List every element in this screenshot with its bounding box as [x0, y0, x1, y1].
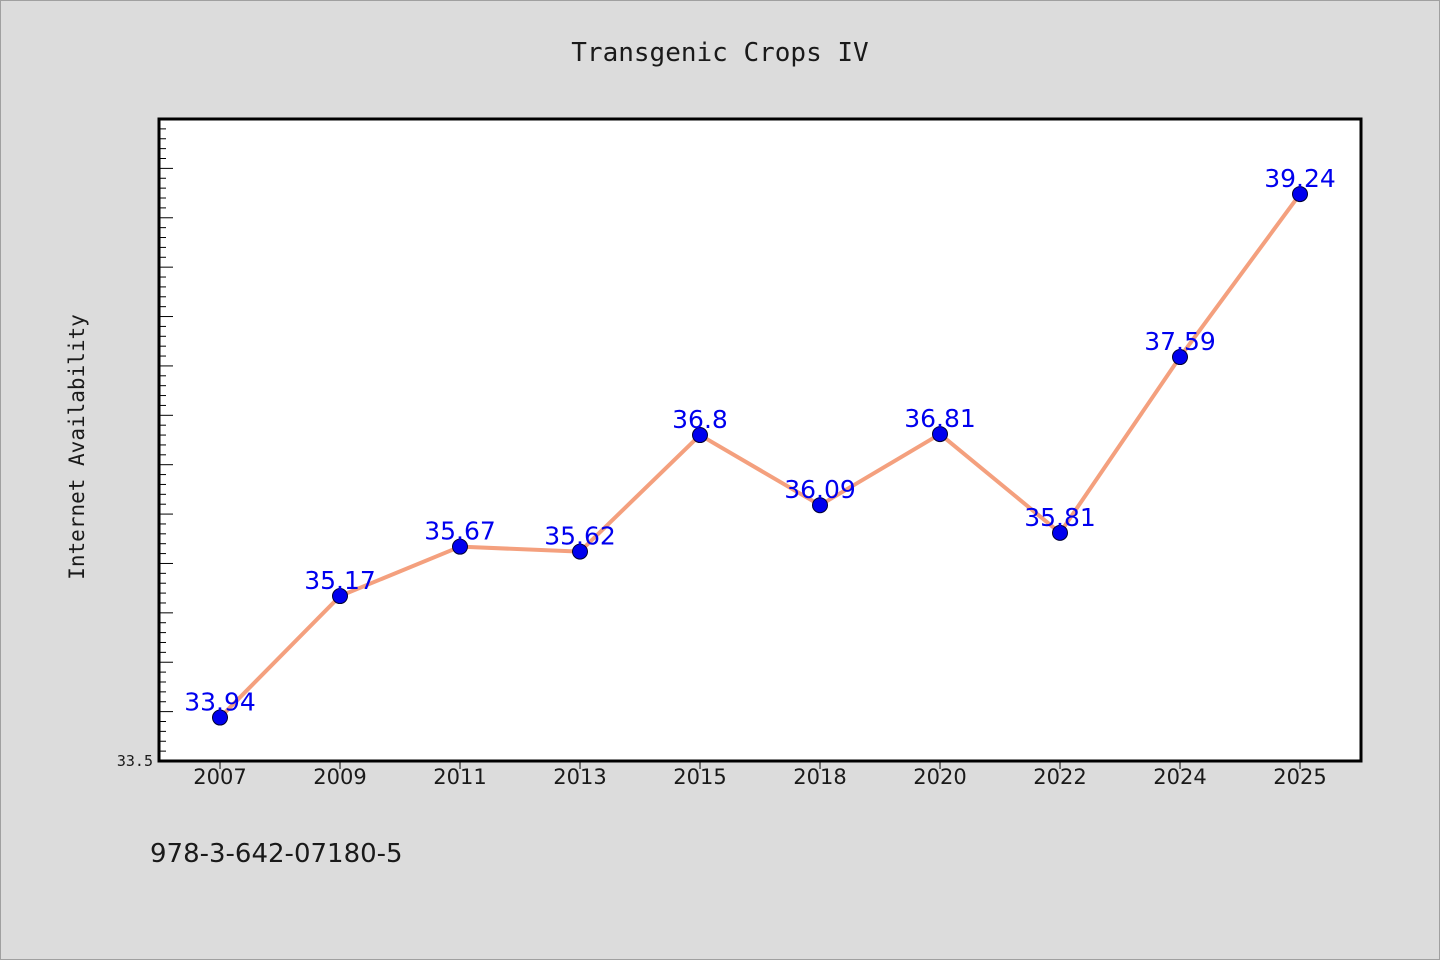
x-tick-label: 2013	[553, 765, 606, 789]
x-tick-label: 2015	[673, 765, 726, 789]
data-markers	[212, 186, 1308, 726]
data-label: 39.24	[1264, 164, 1336, 193]
data-label: 36.8	[672, 405, 728, 434]
data-point	[572, 543, 588, 560]
data-label: 37.59	[1144, 327, 1216, 356]
x-tick-label: 2009	[313, 765, 366, 789]
data-label: 35.81	[1024, 503, 1096, 532]
data-label: 35.62	[544, 522, 616, 551]
series-line	[218, 192, 1302, 720]
data-point	[1292, 186, 1308, 203]
data-label: 33.94	[184, 688, 256, 717]
plot-border	[157, 117, 1363, 763]
isbn-footer: 978-3-642-07180-5	[150, 839, 403, 869]
x-tick-label: 2020	[913, 765, 966, 789]
series-line-group	[218, 192, 1302, 720]
data-point	[1052, 524, 1068, 541]
data-labels: 33.94 35.17 35.67 35.62 36.8 36.09 36.81 35.81 3…	[184, 164, 1336, 716]
data-point	[1172, 349, 1188, 366]
x-axis-ticks: 2007 2009 2011 2013 2015 2018 2020 2022 2024 2025	[193, 761, 1327, 789]
data-point	[812, 497, 828, 514]
x-tick-label: 2024	[1153, 765, 1206, 789]
data-label: 36.81	[904, 404, 976, 433]
y-tick-label: 33.5	[117, 752, 153, 770]
y-axis-label: Internet Availability	[65, 314, 89, 580]
data-point	[332, 588, 348, 605]
x-tick-label: 2018	[793, 765, 846, 789]
x-tick-label: 2011	[433, 765, 486, 789]
plot-background	[159, 119, 1361, 761]
data-point	[452, 538, 468, 555]
x-tick-label: 2007	[193, 765, 246, 789]
data-label: 35.67	[424, 517, 496, 546]
x-tick-label: 2025	[1273, 765, 1326, 789]
data-point	[932, 426, 948, 443]
data-label: 35.17	[304, 566, 376, 595]
chart-title: Transgenic Crops IV	[571, 38, 868, 68]
data-point	[692, 427, 708, 444]
x-tick-label: 2022	[1033, 765, 1086, 789]
data-point	[212, 709, 228, 726]
data-label: 36.09	[784, 475, 856, 504]
